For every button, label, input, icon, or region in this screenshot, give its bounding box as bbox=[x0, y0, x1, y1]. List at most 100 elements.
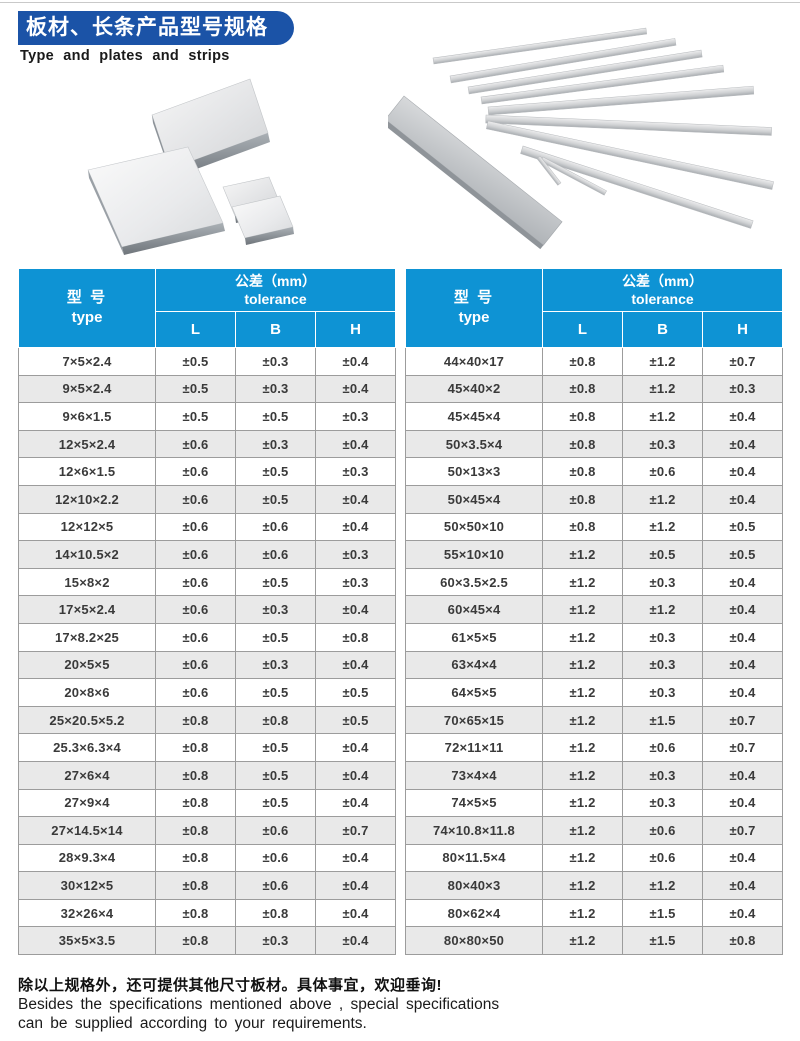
tolerance-cell: ±0.4 bbox=[314, 650, 397, 680]
plates-product-image bbox=[87, 78, 294, 255]
tolerance-cell: ±0.8 bbox=[155, 871, 236, 900]
table-row: 27×9×4 ±0.8 ±0.5 ±0.4 bbox=[18, 788, 397, 818]
tolerance-cell: ±0.4 bbox=[314, 898, 397, 928]
tolerance-cell: ±1.2 bbox=[622, 402, 704, 431]
tolerance-cell: ±0.3 bbox=[235, 429, 316, 459]
tolerance-cell: ±0.4 bbox=[702, 595, 784, 624]
tolerance-cell: ±1.2 bbox=[622, 347, 704, 376]
type-column-header: 型 号 type bbox=[405, 268, 544, 348]
type-cell: 80×40×3 bbox=[405, 871, 544, 900]
type-cell: 50×45×4 bbox=[405, 484, 544, 514]
tolerance-cell: ±0.4 bbox=[314, 926, 397, 956]
table-row: 20×5×5 ±0.6 ±0.3 ±0.4 bbox=[18, 650, 397, 680]
type-column-header: 型 号 type bbox=[18, 268, 156, 348]
type-cell: 50×13×3 bbox=[405, 457, 544, 486]
type-cell: 80×11.5×4 bbox=[405, 843, 544, 873]
tolerance-cell: ±0.7 bbox=[702, 347, 784, 376]
table-row: 80×80×50 ±1.2 ±1.5 ±0.8 bbox=[405, 926, 784, 956]
page-subtitle: Type and plates and strips bbox=[20, 48, 230, 64]
tolerance-cell: ±0.5 bbox=[702, 512, 784, 542]
tolerance-cell: ±0.5 bbox=[235, 567, 316, 597]
tolerance-cell: ±0.4 bbox=[314, 871, 397, 900]
tolerance-cell: ±0.8 bbox=[155, 926, 236, 956]
tolerance-cell: ±0.4 bbox=[702, 871, 784, 900]
tolerance-cell: ±0.8 bbox=[314, 622, 397, 652]
tolerance-cell: ±0.8 bbox=[542, 374, 624, 404]
type-cell: 72×11×11 bbox=[405, 733, 544, 762]
tolerance-cell: ±0.4 bbox=[314, 760, 397, 790]
type-cell: 73×4×4 bbox=[405, 760, 544, 790]
type-cell: 27×9×4 bbox=[18, 788, 156, 818]
table-row: 73×4×4 ±1.2 ±0.3 ±0.4 bbox=[405, 760, 784, 790]
tolerance-cell: ±0.6 bbox=[155, 512, 236, 542]
type-cell: 45×45×4 bbox=[405, 402, 544, 431]
table-row: 9×5×2.4 ±0.5 ±0.3 ±0.4 bbox=[18, 374, 397, 404]
tolerance-cell: ±0.5 bbox=[155, 402, 236, 431]
type-cell: 44×40×17 bbox=[405, 347, 544, 376]
tolerance-cell: ±1.2 bbox=[542, 898, 624, 928]
tolerance-cell: ±0.8 bbox=[702, 926, 784, 956]
type-cell: 27×6×4 bbox=[18, 760, 156, 790]
table-row: 12×6×1.5 ±0.6 ±0.5 ±0.3 bbox=[18, 457, 397, 486]
tolerance-cell: ±0.4 bbox=[314, 484, 397, 514]
type-cell: 50×3.5×4 bbox=[405, 429, 544, 459]
type-cell: 27×14.5×14 bbox=[18, 816, 156, 845]
type-cell: 61×5×5 bbox=[405, 622, 544, 652]
page-title-text: 板材、长条产品型号规格 bbox=[26, 16, 268, 39]
type-cell: 12×12×5 bbox=[18, 512, 156, 542]
tolerance-column-header: 公差（mm） tolerance bbox=[542, 268, 784, 312]
tolerance-cell: ±0.3 bbox=[622, 622, 704, 652]
tolerance-cell: ±0.8 bbox=[235, 898, 316, 928]
type-cell: 17×5×2.4 bbox=[18, 595, 156, 624]
tolerance-cell: ±0.4 bbox=[702, 760, 784, 790]
tolerance-cell: ±1.2 bbox=[542, 926, 624, 956]
type-cell: 35×5×3.5 bbox=[18, 926, 156, 956]
tolerance-cell: ±0.5 bbox=[235, 678, 316, 707]
tolerance-cell: ±1.2 bbox=[622, 374, 704, 404]
tolerance-cell: ±1.2 bbox=[542, 705, 624, 735]
table-row: 55×10×10 ±1.2 ±0.5 ±0.5 bbox=[405, 540, 784, 569]
footer-note-en-line2: can be supplied according to your requir… bbox=[18, 1015, 367, 1032]
type-cell: 30×12×5 bbox=[18, 871, 156, 900]
tolerance-cell: ±0.3 bbox=[314, 540, 397, 569]
table-row: 45×45×4 ±0.8 ±1.2 ±0.4 bbox=[405, 402, 784, 431]
table-row: 30×12×5 ±0.8 ±0.6 ±0.4 bbox=[18, 871, 397, 900]
tolerance-cell: ±0.6 bbox=[622, 457, 704, 486]
tolerance-cell: ±0.4 bbox=[702, 678, 784, 707]
spec-tables: 型 号 type 公差（mm） tolerance L B H 7×5×2.4 ±… bbox=[18, 268, 784, 956]
type-cell: 20×5×5 bbox=[18, 650, 156, 680]
table-row: 12×10×2.2 ±0.6 ±0.5 ±0.4 bbox=[18, 484, 397, 514]
tolerance-cell: ±0.8 bbox=[155, 816, 236, 845]
col-header-L: L bbox=[155, 311, 236, 348]
tolerance-cell: ±0.8 bbox=[542, 484, 624, 514]
tolerance-cell: ±0.6 bbox=[155, 484, 236, 514]
tolerance-cell: ±0.5 bbox=[314, 705, 397, 735]
table-row: 60×45×4 ±1.2 ±1.2 ±0.4 bbox=[405, 595, 784, 624]
table-row: 12×5×2.4 ±0.6 ±0.3 ±0.4 bbox=[18, 429, 397, 459]
tolerance-cell: ±0.5 bbox=[235, 733, 316, 762]
table-row: 50×13×3 ±0.8 ±0.6 ±0.4 bbox=[405, 457, 784, 486]
tolerance-cell: ±0.8 bbox=[542, 429, 624, 459]
table-row: 50×50×10 ±0.8 ±1.2 ±0.5 bbox=[405, 512, 784, 542]
tolerance-cell: ±1.2 bbox=[622, 871, 704, 900]
type-cell: 50×50×10 bbox=[405, 512, 544, 542]
tolerance-cell: ±1.5 bbox=[622, 898, 704, 928]
tolerance-cell: ±0.4 bbox=[314, 347, 397, 376]
tolerance-cell: ±1.2 bbox=[542, 788, 624, 818]
type-cell: 45×40×2 bbox=[405, 374, 544, 404]
type-cell: 25.3×6.3×4 bbox=[18, 733, 156, 762]
tolerance-cell: ±0.6 bbox=[622, 816, 704, 845]
tolerance-column-header: 公差（mm） tolerance bbox=[154, 268, 397, 312]
tolerance-cell: ±0.8 bbox=[542, 512, 624, 542]
type-cell: 12×6×1.5 bbox=[18, 457, 156, 486]
type-cell: 7×5×2.4 bbox=[18, 347, 156, 376]
table-row: 80×11.5×4 ±1.2 ±0.6 ±0.4 bbox=[405, 843, 784, 873]
type-cell: 60×3.5×2.5 bbox=[405, 567, 544, 597]
tolerance-cell: ±0.4 bbox=[702, 402, 784, 431]
table-row: 15×8×2 ±0.6 ±0.5 ±0.3 bbox=[18, 567, 397, 597]
tolerance-cell: ±1.5 bbox=[622, 705, 704, 735]
tolerance-cell: ±0.5 bbox=[235, 760, 316, 790]
tolerance-cell: ±0.3 bbox=[235, 347, 316, 376]
table-row: 50×45×4 ±0.8 ±1.2 ±0.4 bbox=[405, 484, 784, 514]
tolerance-cell: ±0.5 bbox=[235, 484, 316, 514]
